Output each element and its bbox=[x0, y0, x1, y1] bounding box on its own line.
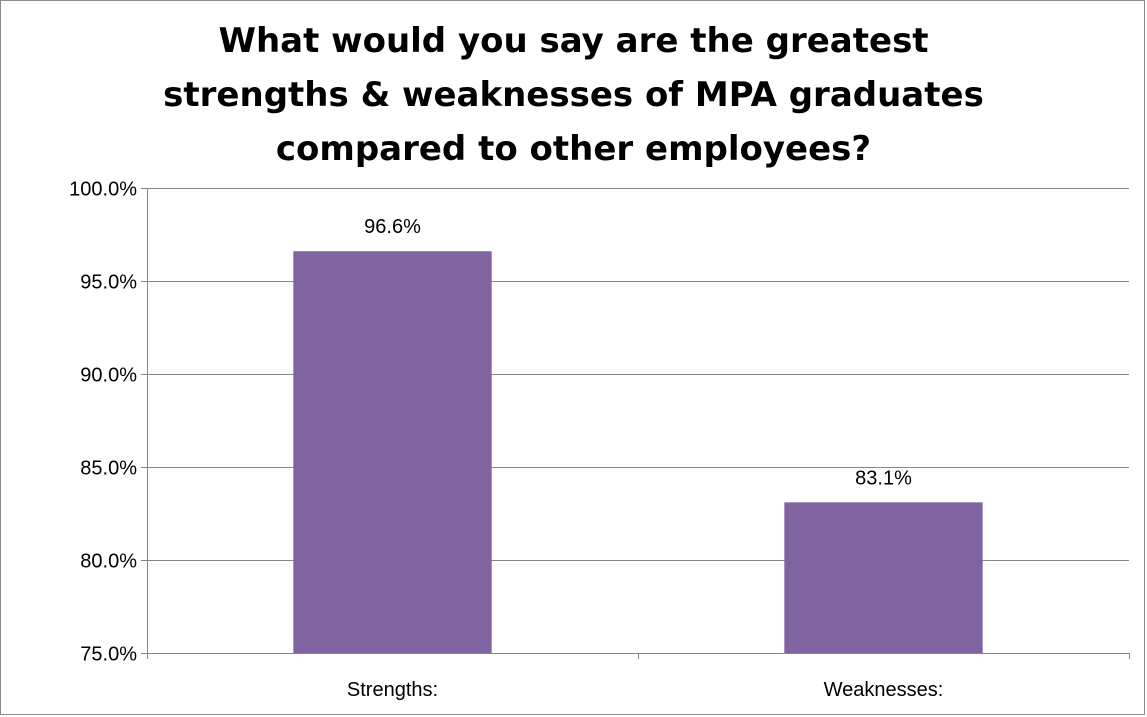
y-tick-label: 95.0% bbox=[80, 272, 137, 294]
chart-title-line-3: compared to other employees? bbox=[275, 129, 872, 169]
y-tick-label: 85.0% bbox=[80, 458, 137, 480]
data-label: 96.6% bbox=[364, 216, 421, 238]
y-tick-label: 90.0% bbox=[80, 365, 137, 387]
chart-title-line-2: strengths & weaknesses of MPA graduates bbox=[163, 75, 984, 115]
y-tick-label: 100.0% bbox=[69, 179, 137, 201]
bar-strengths bbox=[293, 251, 492, 654]
y-tick-label: 80.0% bbox=[80, 551, 137, 573]
chart-title: What would you say are the greatest stre… bbox=[0, 14, 1147, 176]
labels: 75.0% 80.0% 85.0% 90.0% 95.0% 100.0% 96.6% Stre… bbox=[69, 179, 943, 702]
y-tick-label: 75.0% bbox=[80, 644, 137, 666]
x-tick-label: Weaknesses: bbox=[824, 679, 944, 701]
x-tick-label: Strengths: bbox=[347, 679, 438, 701]
bars bbox=[293, 251, 983, 654]
chart-title-line-1: What would you say are the greatest bbox=[218, 21, 929, 61]
bar-weaknesses bbox=[784, 502, 983, 653]
data-label: 83.1% bbox=[855, 467, 912, 489]
axes bbox=[141, 188, 1130, 659]
